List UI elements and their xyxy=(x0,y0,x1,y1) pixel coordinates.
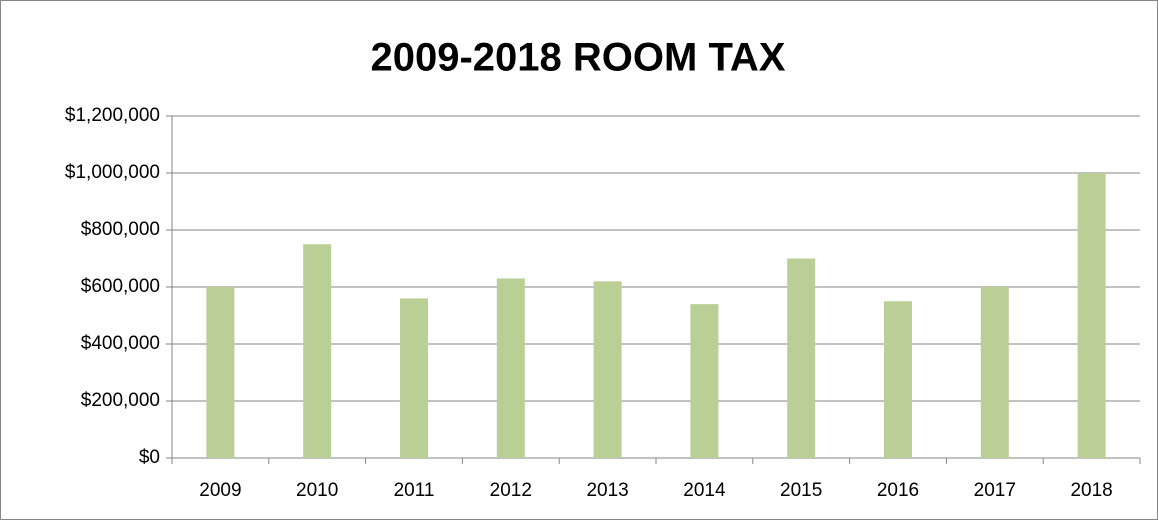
x-tick-label: 2014 xyxy=(683,480,726,501)
bar xyxy=(884,301,912,458)
y-tick-label: $200,000 xyxy=(81,390,160,411)
chart-title: 2009-2018 ROOM TAX xyxy=(371,36,786,80)
x-tick-label: 2015 xyxy=(780,480,822,501)
bar xyxy=(980,287,1009,458)
x-tick-label: 2017 xyxy=(974,480,1016,501)
x-tick-label: 2013 xyxy=(586,480,628,501)
y-tick-label: $600,000 xyxy=(81,276,160,297)
y-tick-label: $800,000 xyxy=(81,219,160,240)
y-tick-label: $0 xyxy=(139,447,160,468)
bar xyxy=(593,281,622,458)
bar xyxy=(303,244,332,458)
x-tick-label: 2010 xyxy=(296,480,338,501)
bar xyxy=(690,304,719,458)
x-tick-label: 2009 xyxy=(199,480,241,501)
x-tick-label: 2012 xyxy=(490,480,532,501)
bar xyxy=(400,298,428,458)
bar xyxy=(787,258,816,458)
bar xyxy=(1077,173,1106,458)
bar xyxy=(496,278,525,458)
x-tick-label: 2016 xyxy=(877,480,919,501)
x-tick-label: 2018 xyxy=(1070,480,1112,501)
y-tick-label: $1,200,000 xyxy=(65,105,160,126)
bar xyxy=(206,287,235,458)
x-tick-label: 2011 xyxy=(394,480,435,501)
y-tick-label: $1,000,000 xyxy=(65,162,160,183)
y-tick-label: $400,000 xyxy=(81,333,160,354)
